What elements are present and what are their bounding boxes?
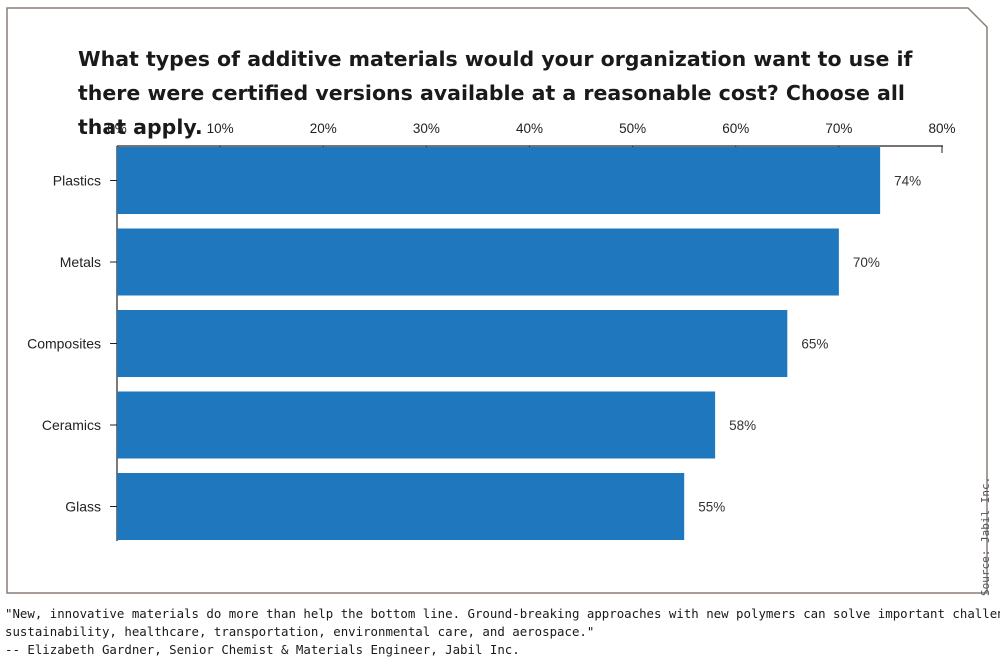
bar-glass	[117, 473, 685, 540]
x-tick-label: 20%	[310, 121, 337, 136]
y-tick-label: Composites	[27, 336, 101, 352]
value-label: 58%	[729, 418, 756, 433]
y-tick-label: Glass	[65, 499, 101, 515]
value-label: 70%	[853, 255, 880, 270]
x-tick-label: 50%	[619, 121, 646, 136]
x-tick-label: 60%	[722, 121, 749, 136]
bar-chart: 0% 10% 20% 30% 40% 50% 60% 70% 80% Plastics Metal…	[27, 121, 956, 541]
x-tick-label: 0%	[107, 121, 127, 136]
bar-metals	[117, 228, 839, 296]
y-tick-label: Plastics	[53, 173, 101, 189]
bar-composites	[117, 310, 788, 377]
value-label: 65%	[801, 337, 828, 352]
chart-title: What types of additive materials would y…	[78, 47, 913, 139]
quote-line: sustainability, healthcare, transportati…	[5, 624, 595, 639]
x-axis: 0% 10% 20% 30% 40% 50% 60% 70% 80%	[107, 121, 956, 153]
quote-block: "New, innovative materials do more than …	[5, 605, 1000, 659]
y-tick-label: Ceramics	[42, 417, 101, 433]
x-tick-label: 70%	[825, 121, 852, 136]
value-label: 74%	[894, 174, 921, 189]
bar-ceramics	[117, 391, 716, 459]
x-tick-label: 10%	[207, 121, 234, 136]
quote-line: "New, innovative materials do more than …	[5, 606, 1000, 621]
value-label: 55%	[698, 500, 725, 515]
x-tick-label: 30%	[413, 121, 440, 136]
quote-attribution: -- Elizabeth Gardner, Senior Chemist & M…	[5, 642, 520, 657]
source-credit: Source: Jabil Inc.	[979, 476, 992, 596]
bar-plastics	[117, 147, 881, 214]
bars-group: 74% 70% 65% 58% 55%	[117, 147, 921, 540]
x-tick-label: 40%	[516, 121, 543, 136]
y-axis: Plastics Metals Composites Ceramics Glass	[27, 146, 118, 541]
x-tick-label: 80%	[928, 121, 955, 136]
y-tick-label: Metals	[60, 254, 101, 270]
